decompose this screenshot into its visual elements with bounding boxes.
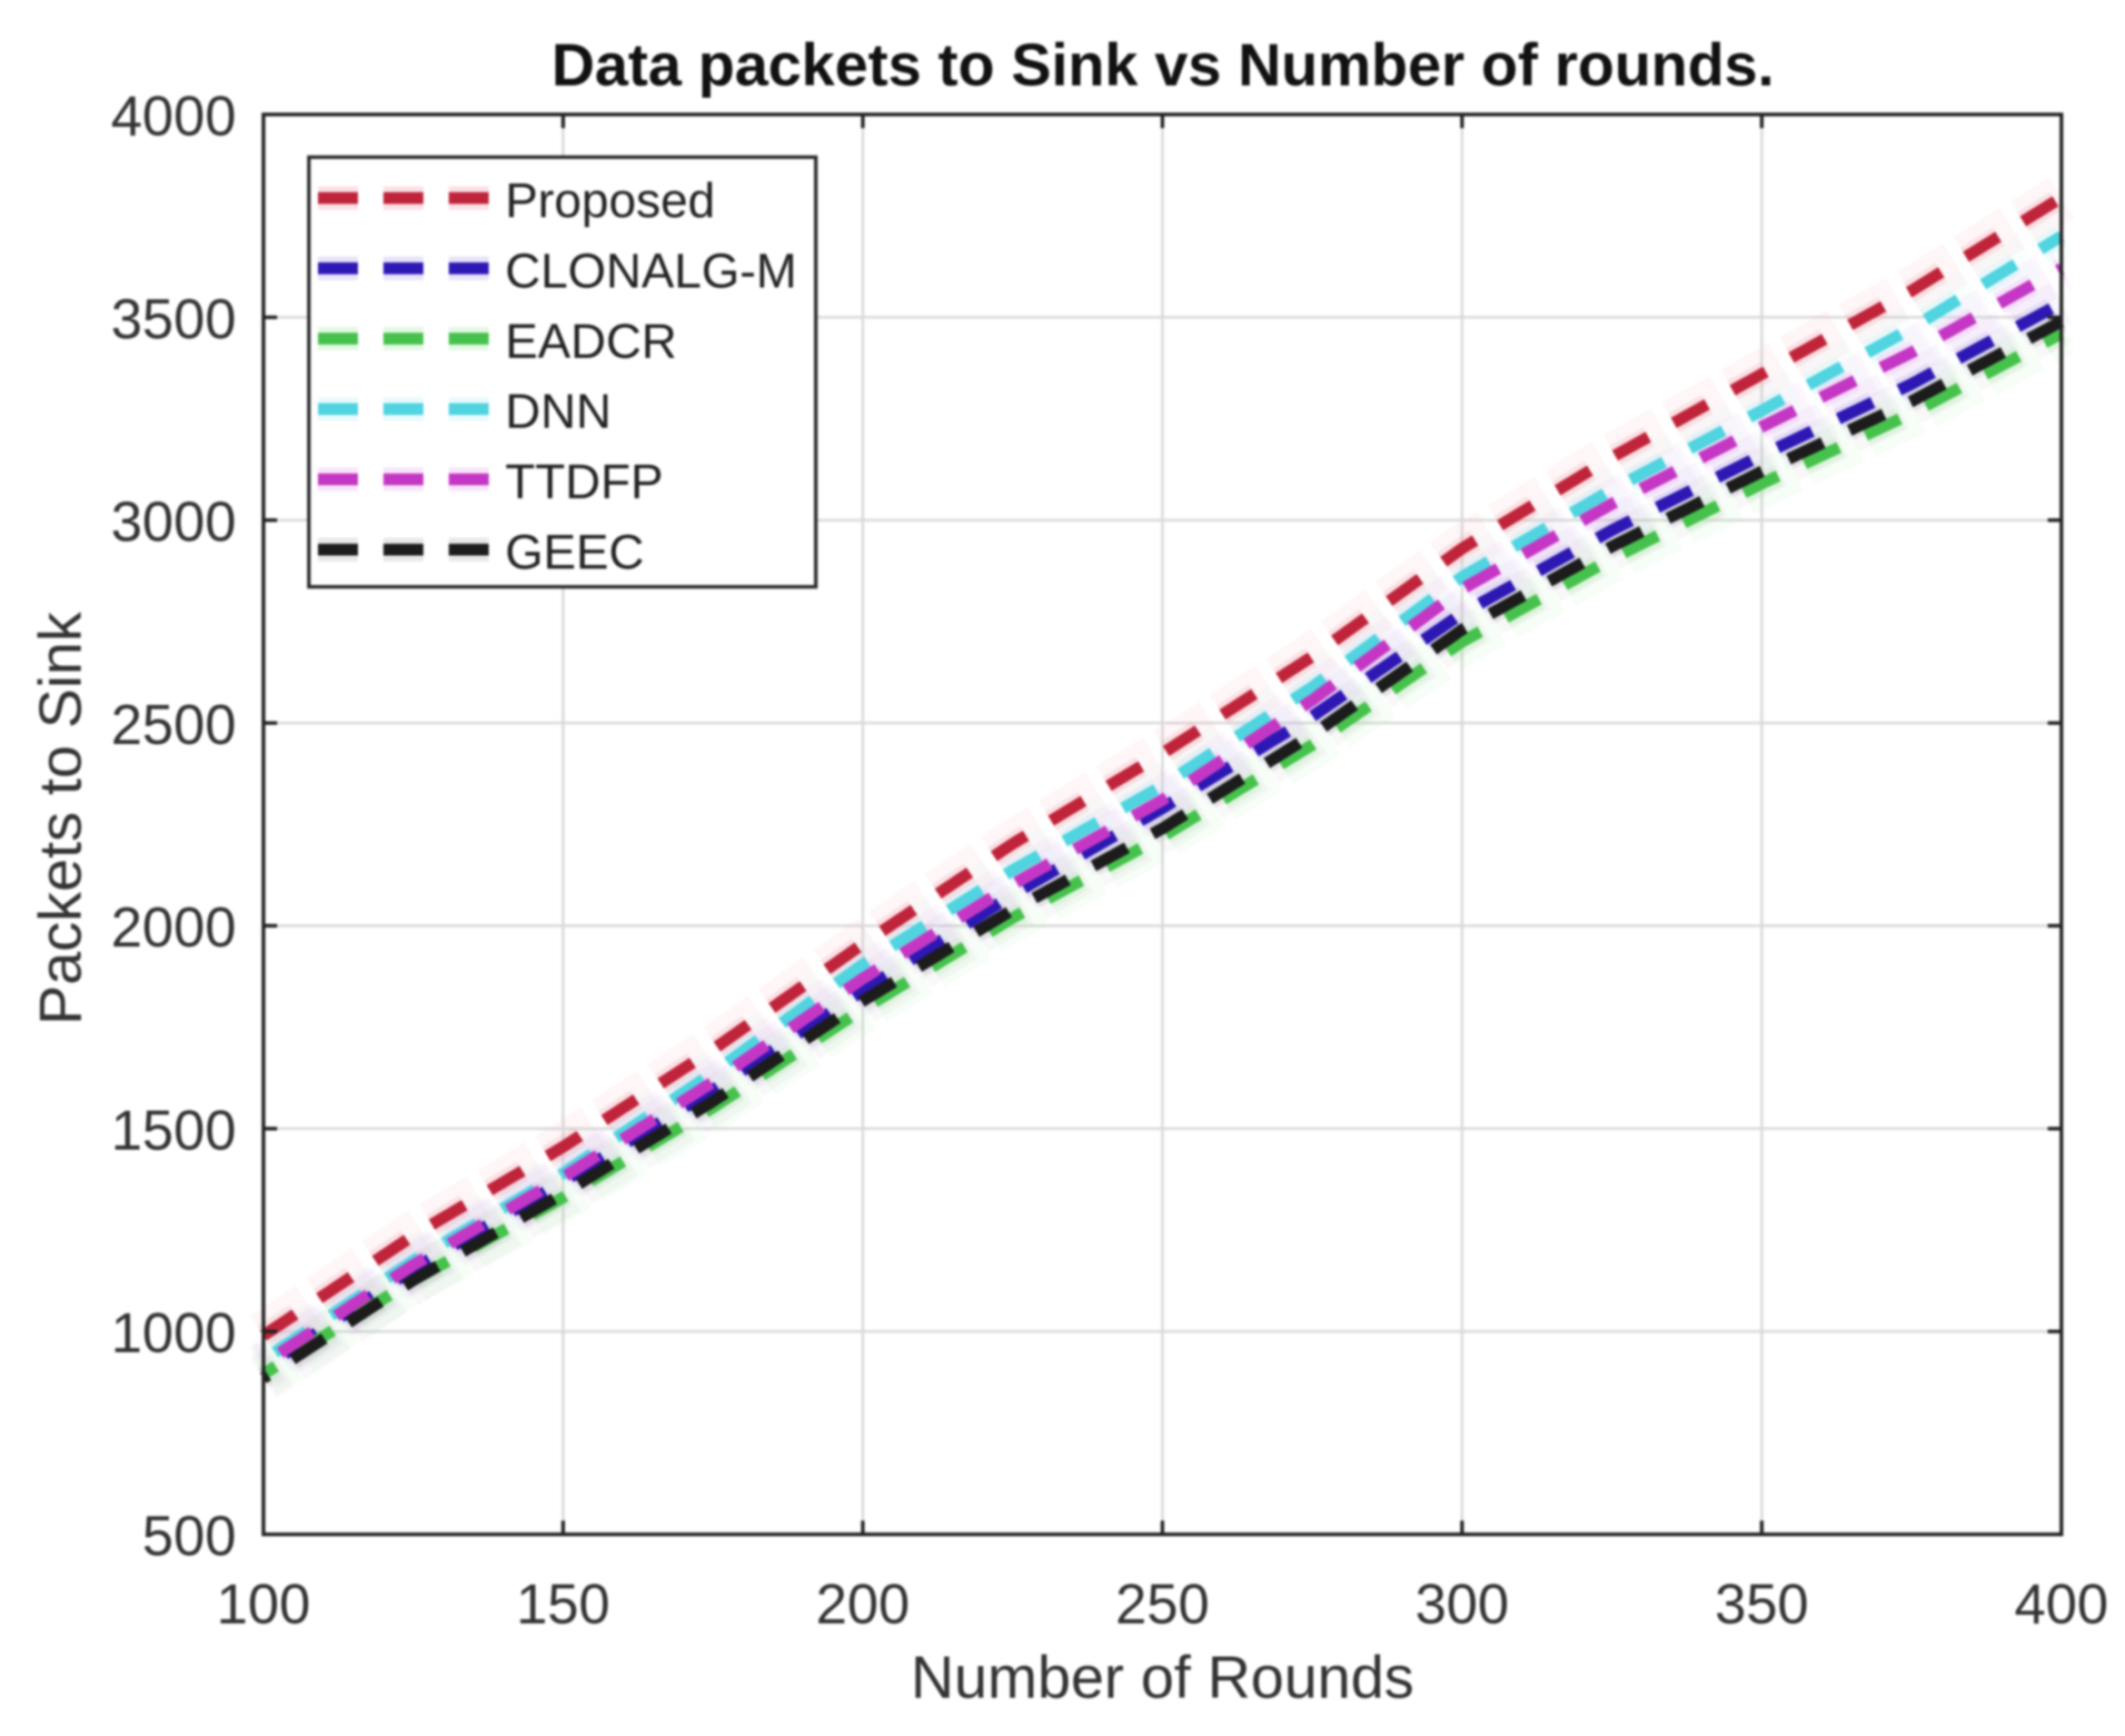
svg-text:250: 250 <box>1116 1573 1209 1636</box>
svg-text:150: 150 <box>516 1573 610 1636</box>
svg-text:200: 200 <box>816 1573 909 1636</box>
svg-text:DNN: DNN <box>505 384 611 439</box>
svg-text:EADCR: EADCR <box>505 314 677 369</box>
svg-text:2500: 2500 <box>111 694 236 757</box>
svg-text:Number of Rounds: Number of Rounds <box>911 1643 1415 1711</box>
svg-text:350: 350 <box>1714 1573 1808 1636</box>
svg-text:Packets to Sink: Packets to Sink <box>26 611 94 1026</box>
svg-text:3000: 3000 <box>111 491 236 554</box>
svg-text:1500: 1500 <box>111 1099 236 1162</box>
svg-text:1000: 1000 <box>111 1303 236 1365</box>
svg-text:500: 500 <box>143 1505 236 1568</box>
svg-text:CLONALG-M: CLONALG-M <box>505 243 797 298</box>
svg-text:TTDFP: TTDFP <box>505 455 663 510</box>
svg-text:Data packets to Sink vs Number: Data packets to Sink vs Number of rounds… <box>551 31 1774 98</box>
svg-text:2000: 2000 <box>111 897 236 959</box>
svg-text:3500: 3500 <box>111 288 236 351</box>
svg-text:GEEC: GEEC <box>505 525 644 580</box>
svg-text:300: 300 <box>1415 1573 1509 1636</box>
svg-text:400: 400 <box>2014 1573 2108 1636</box>
svg-text:4000: 4000 <box>111 85 236 148</box>
svg-text:Proposed: Proposed <box>505 174 715 228</box>
svg-text:100: 100 <box>216 1573 310 1636</box>
